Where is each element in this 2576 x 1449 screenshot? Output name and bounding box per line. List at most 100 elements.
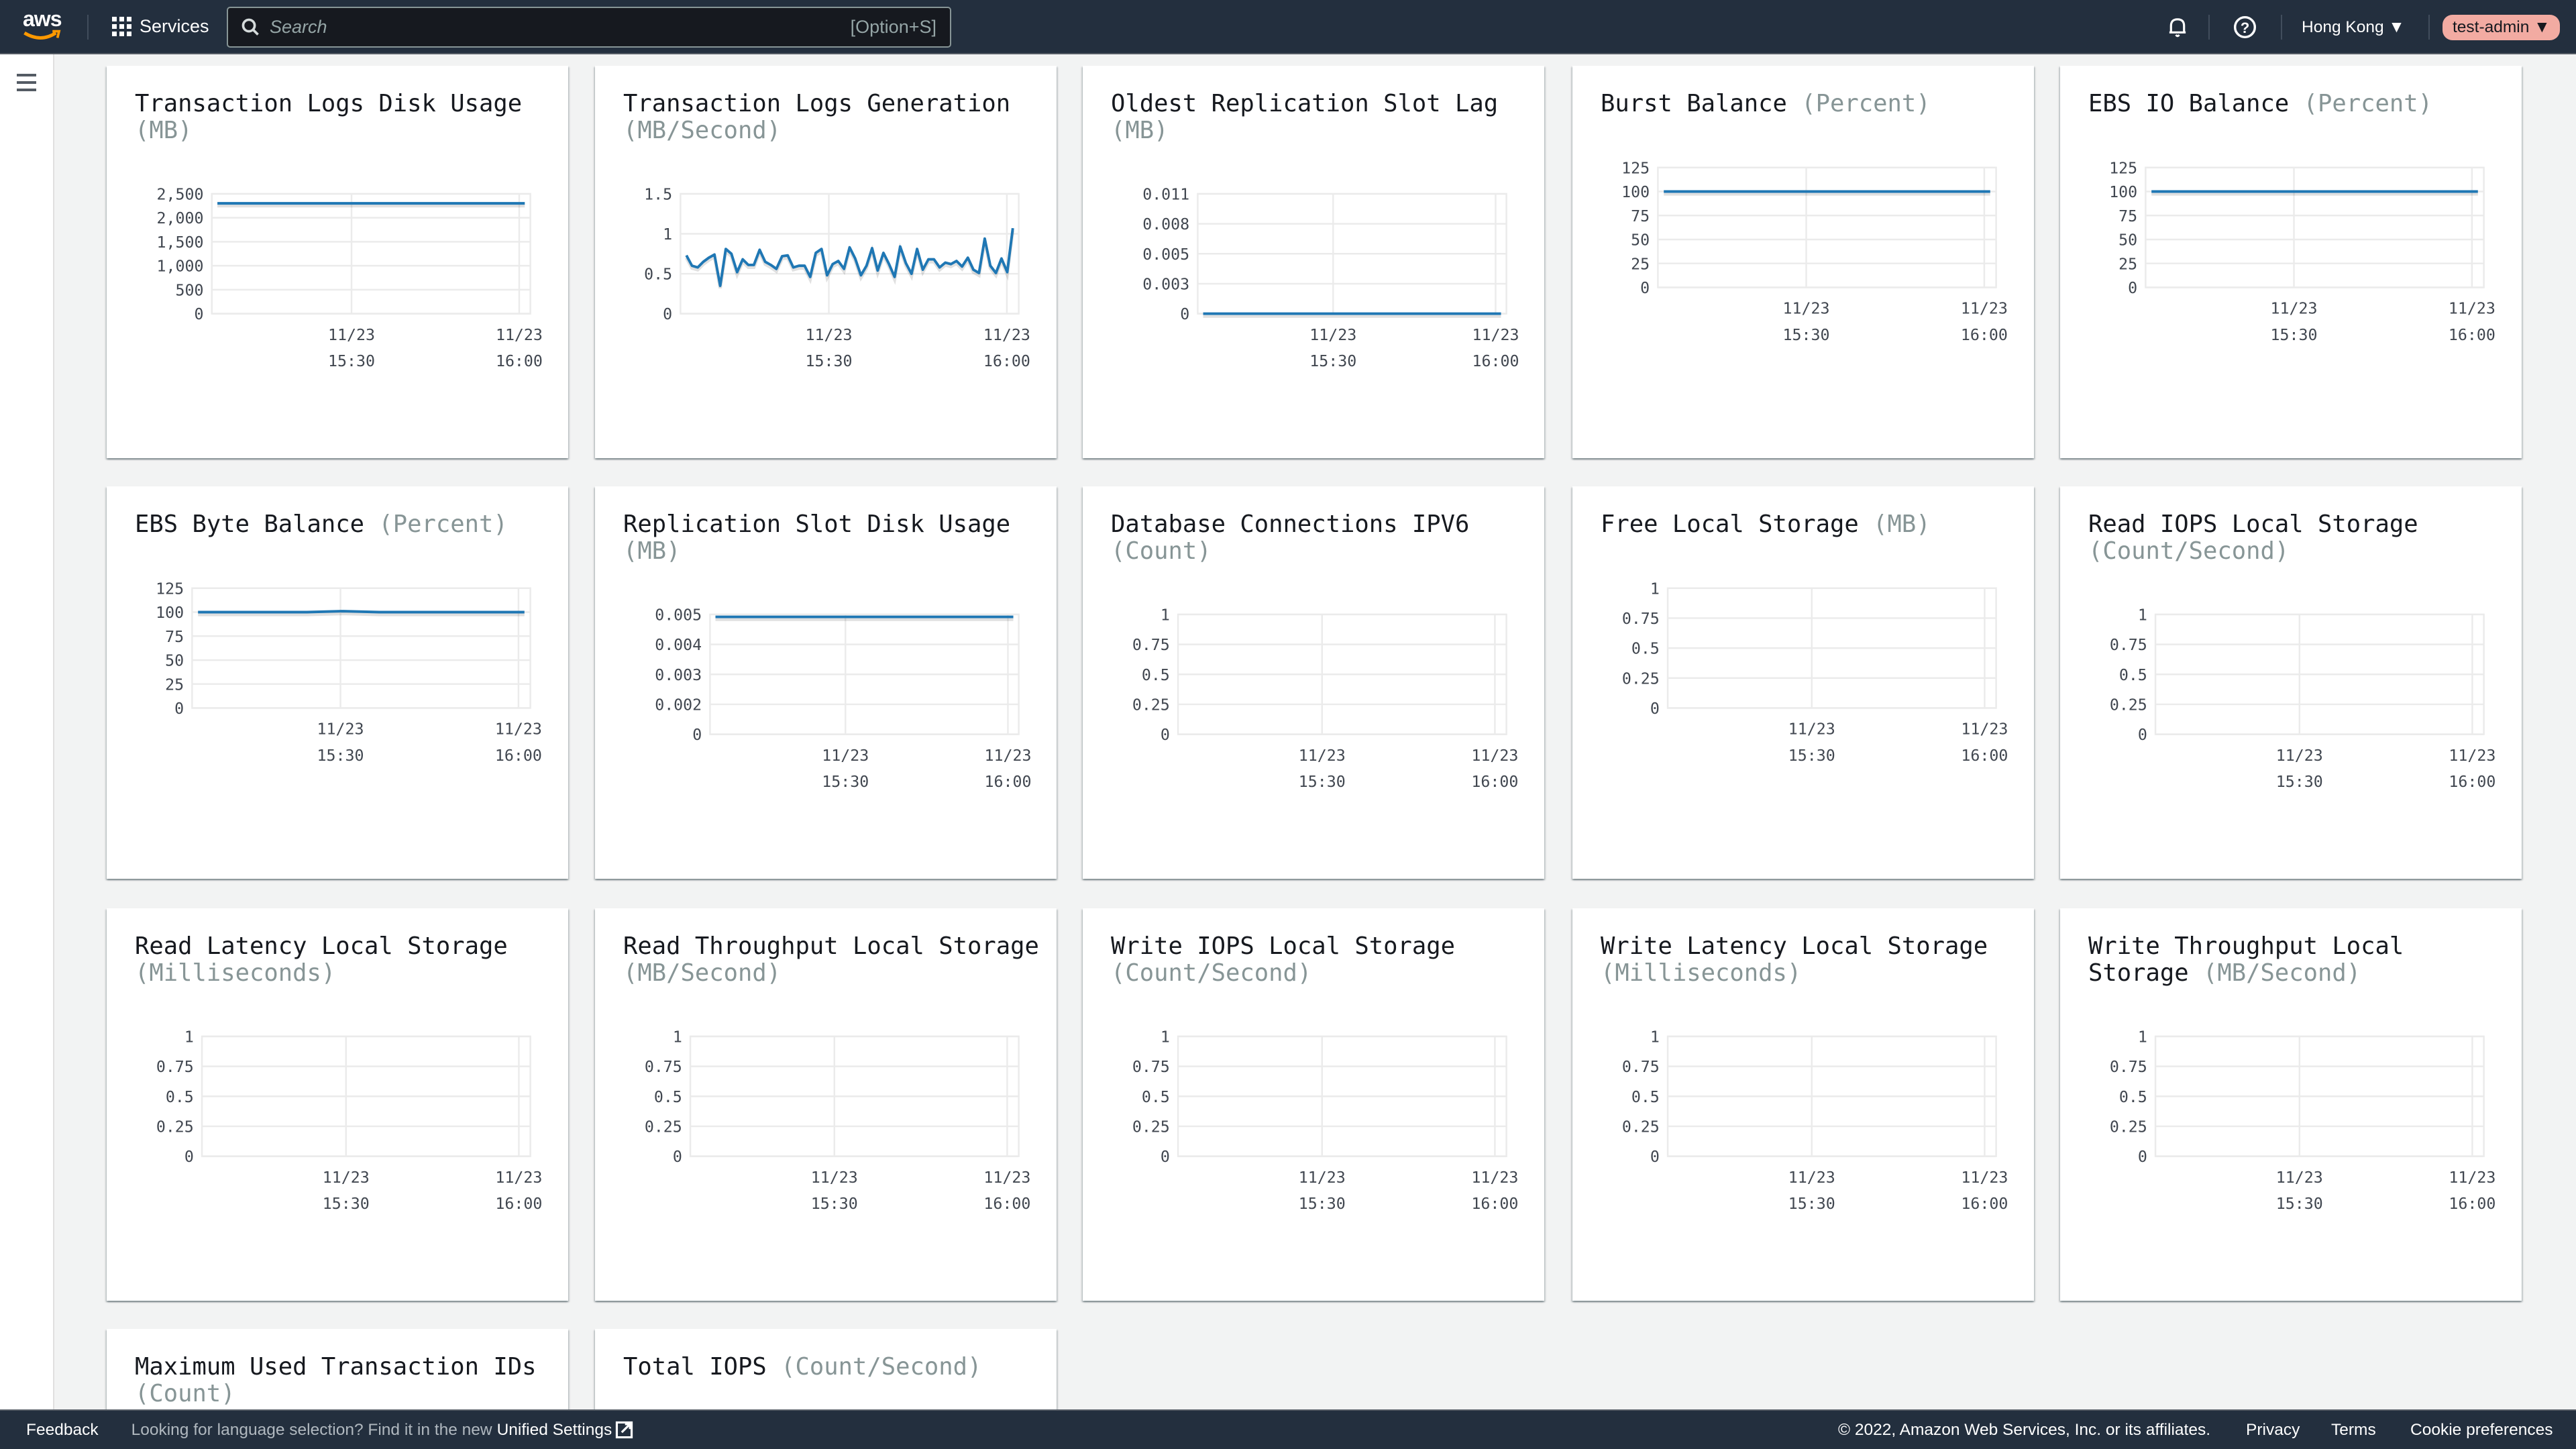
language-notice: Looking for language selection? Find it … [131, 1420, 492, 1439]
y-tick-label: 0.008 [1142, 215, 1189, 233]
chart-title: Write Latency Local Storage (Millisecond… [1601, 933, 2020, 987]
services-menu-button[interactable]: Services [112, 16, 209, 37]
y-tick-label: 0.75 [1622, 610, 1660, 628]
chart-title-text: Read IOPS Local Storage [2088, 511, 2418, 538]
x-tick-date: 11/23 [1961, 720, 2008, 739]
line-chart: 0 500 1,000 1,500 2,000 2,500 11/23 15:30 11/23 1… [157, 185, 543, 370]
y-tick-label: 0 [663, 305, 672, 323]
y-tick-label: 0.5 [644, 266, 672, 284]
metric-card: Free Local Storage (MB) 0 0.25 0.5 0.75 1 11/2… [1572, 486, 2034, 879]
chart-unit: (Count/Second) [1111, 959, 1312, 987]
chart-unit: (MB) [623, 537, 681, 565]
region-selector[interactable]: Hong Kong ▼ [2302, 0, 2405, 54]
copyright-text: © 2022, Amazon Web Services, Inc. or its… [1838, 1420, 2211, 1439]
x-tick-date: 11/23 [495, 720, 542, 739]
x-tick-time: 16:00 [1961, 747, 2008, 765]
menu-icon[interactable] [17, 74, 36, 96]
y-tick-label: 75 [2118, 207, 2137, 225]
chart-title-text: Free Local Storage [1601, 511, 1859, 538]
terms-link[interactable]: Terms [2331, 1420, 2376, 1439]
x-tick-date: 11/23 [984, 747, 1031, 765]
search-input[interactable]: Search [Option+S] [227, 7, 951, 48]
account-menu[interactable]: test-admin ▼ [2443, 0, 2561, 54]
y-tick-label: 0.75 [2110, 636, 2147, 654]
chart-unit: (Percent) [2303, 90, 2432, 117]
y-tick-label: 0 [1650, 700, 1660, 718]
x-tick-date: 11/23 [1472, 326, 1519, 344]
notifications-button[interactable] [2166, 0, 2189, 54]
y-tick-label: 25 [1631, 255, 1650, 273]
help-icon: ? [2233, 15, 2257, 39]
y-tick-label: 0.5 [1631, 640, 1660, 658]
plot-frame [2145, 166, 2485, 288]
cookie-preferences-link[interactable]: Cookie preferences [2410, 1420, 2553, 1439]
y-tick-label: 500 [176, 281, 204, 299]
metric-card: Write IOPS Local Storage (Count/Second) 0… [1083, 908, 1544, 1301]
region-label: Hong Kong [2302, 17, 2384, 36]
x-tick-time: 15:30 [822, 773, 869, 791]
y-tick-label: 0.005 [1142, 246, 1189, 264]
metric-card: Write Latency Local Storage (Millisecond… [1572, 908, 2034, 1301]
x-tick-date: 11/23 [323, 1169, 370, 1187]
line-chart: 0 0.25 0.5 0.75 1 11/23 15:30 11/23 16:00 [2110, 606, 2496, 790]
chart-title-text: Write Latency Local Storage [1601, 932, 1988, 960]
unified-settings-link[interactable]: Unified Settings [496, 1420, 612, 1439]
y-tick-label: 0 [2138, 1148, 2147, 1166]
y-tick-label: 1 [184, 1028, 194, 1046]
x-tick-time: 16:00 [983, 1195, 1030, 1213]
y-tick-label: 75 [1631, 207, 1650, 225]
y-tick-label: 0 [673, 1148, 682, 1166]
x-tick-date: 11/23 [1961, 1169, 2008, 1187]
caret-down-icon: ▼ [2534, 17, 2551, 36]
x-tick-date: 11/23 [983, 1169, 1030, 1187]
help-button[interactable]: ? [2233, 0, 2257, 54]
series-line[interactable] [198, 610, 525, 614]
metric-card: Burst Balance (Percent) 0 25 50 75 100 125 11/2… [1572, 66, 2034, 458]
feedback-link[interactable]: Feedback [26, 1420, 99, 1439]
y-tick-label: 0.5 [2119, 666, 2147, 684]
series-shadow [685, 230, 1015, 289]
x-tick-time: 16:00 [495, 747, 542, 765]
privacy-link[interactable]: Privacy [2246, 1420, 2300, 1439]
line-chart: 0 0.25 0.5 0.75 1 11/23 15:30 11/23 16:00 [156, 1028, 543, 1212]
y-tick-label: 1 [2138, 606, 2147, 624]
line-chart: 0 25 50 75 100 125 11/23 15:30 11/23 16:00 [2109, 159, 2496, 343]
y-tick-label: 0.75 [1132, 636, 1170, 654]
line-chart: 0 0.003 0.005 0.008 0.011 11/23 15:30 11/23 16:0… [1142, 185, 1519, 370]
y-tick-label: 1 [673, 1028, 682, 1046]
x-tick-time: 15:30 [1788, 747, 1835, 765]
y-tick-label: 1 [1161, 606, 1170, 624]
y-tick-label: 0.011 [1142, 185, 1189, 203]
y-tick-label: 0 [1650, 1148, 1660, 1166]
x-tick-time: 15:30 [1788, 1195, 1835, 1213]
x-tick-date: 11/23 [1788, 1169, 1835, 1187]
x-tick-date: 11/23 [1299, 747, 1346, 765]
x-tick-time: 16:00 [496, 352, 543, 370]
x-tick-date: 11/23 [2276, 1169, 2323, 1187]
aws-logo[interactable]: aws [23, 8, 70, 44]
chart-unit: (Count) [135, 1380, 235, 1407]
y-tick-label: 0 [692, 726, 702, 744]
chart-unit: (Milliseconds) [1601, 959, 1802, 987]
metric-card: EBS IO Balance (Percent) 0 25 50 75 100 125 11/… [2060, 66, 2522, 458]
x-tick-date: 11/23 [1961, 300, 2008, 318]
series-line[interactable] [685, 227, 1014, 287]
y-tick-label: 0.25 [2110, 1118, 2147, 1136]
chart-title: Replication Slot Disk Usage (MB) [623, 511, 1042, 565]
y-tick-label: 0.25 [1132, 1118, 1170, 1136]
chart-title: Write Throughput Local Storage (MB/Secon… [2088, 933, 2508, 987]
divider [2428, 15, 2430, 40]
y-tick-label: 0.004 [655, 636, 702, 654]
grid-icon [112, 17, 131, 36]
x-tick-time: 16:00 [1961, 326, 2008, 344]
chart-unit: (MB/Second) [623, 117, 782, 144]
y-tick-label: 50 [165, 652, 184, 670]
y-tick-label: 1 [663, 225, 672, 244]
divider [2281, 15, 2282, 40]
x-tick-date: 11/23 [2449, 300, 2496, 318]
y-tick-label: 100 [156, 604, 184, 622]
user-pill[interactable]: test-admin ▼ [2443, 14, 2561, 40]
line-chart: 0 0.5 1 1.5 11/23 15:30 11/23 16:00 [644, 185, 1030, 370]
x-tick-time: 15:30 [1299, 1195, 1346, 1213]
chart-title: EBS IO Balance (Percent) [2088, 91, 2508, 117]
